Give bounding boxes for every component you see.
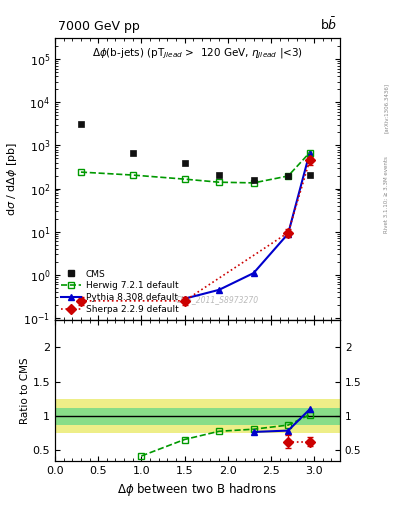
Text: 7000 GeV pp: 7000 GeV pp (58, 20, 140, 33)
Y-axis label: Ratio to CMS: Ratio to CMS (20, 357, 30, 424)
X-axis label: $\Delta\phi$ between two B hadrons: $\Delta\phi$ between two B hadrons (118, 481, 277, 498)
Text: CMS_2011_S8973270: CMS_2011_S8973270 (176, 295, 259, 305)
Legend: CMS, Herwig 7.2.1 default, Pythia 8.308 default, Sherpa 2.2.9 default: CMS, Herwig 7.2.1 default, Pythia 8.308 … (59, 268, 180, 315)
Text: Rivet 3.1.10; ≥ 3.3M events: Rivet 3.1.10; ≥ 3.3M events (384, 156, 389, 233)
Bar (55, 399, 340, 433)
Bar (55, 408, 340, 425)
Y-axis label: d$\sigma$ / d$\Delta\phi$ [pb]: d$\sigma$ / d$\Delta\phi$ [pb] (5, 142, 19, 217)
Text: b$\bar{b}$: b$\bar{b}$ (320, 16, 337, 33)
Text: $\Delta\phi$(b-jets) (pT$_{\mathit{Jlead}}$ >  120 GeV, $\eta_{\mathit{Jlead}}$ : $\Delta\phi$(b-jets) (pT$_{\mathit{Jlead… (92, 47, 303, 61)
Text: [arXiv:1306.3436]: [arXiv:1306.3436] (384, 82, 389, 133)
